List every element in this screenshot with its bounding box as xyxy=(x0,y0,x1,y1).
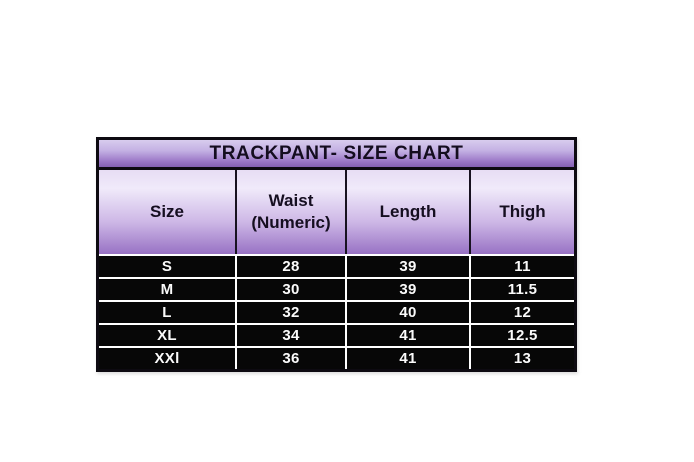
table-row: XL 34 41 12.5 xyxy=(99,323,574,346)
cell-waist: 34 xyxy=(235,325,345,346)
cell-thigh: 12 xyxy=(469,302,574,323)
header-cell-length: Length xyxy=(345,170,469,254)
cell-thigh: 13 xyxy=(469,348,574,369)
size-chart-table: TRACKPANT- SIZE CHART Size Waist (Numeri… xyxy=(96,137,577,372)
table-row: XXl 36 41 13 xyxy=(99,346,574,369)
header-cell-waist: Waist (Numeric) xyxy=(235,170,345,254)
cell-size: L xyxy=(99,302,235,323)
header-cell-thigh: Thigh xyxy=(469,170,574,254)
cell-thigh: 11.5 xyxy=(469,279,574,300)
cell-waist: 32 xyxy=(235,302,345,323)
cell-length: 39 xyxy=(345,279,469,300)
table-body: S 28 39 11 M 30 39 11.5 L 32 40 12 XL 34… xyxy=(99,254,574,369)
chart-title-bar: TRACKPANT- SIZE CHART xyxy=(99,140,574,170)
table-header-row: Size Waist (Numeric) Length Thigh xyxy=(99,170,574,254)
cell-size: S xyxy=(99,256,235,277)
cell-size: XXl xyxy=(99,348,235,369)
cell-waist: 30 xyxy=(235,279,345,300)
cell-length: 41 xyxy=(345,325,469,346)
table-row: L 32 40 12 xyxy=(99,300,574,323)
cell-length: 40 xyxy=(345,302,469,323)
cell-length: 39 xyxy=(345,256,469,277)
table-row: S 28 39 11 xyxy=(99,254,574,277)
table-row: M 30 39 11.5 xyxy=(99,277,574,300)
chart-title: TRACKPANT- SIZE CHART xyxy=(209,142,464,164)
cell-thigh: 11 xyxy=(469,256,574,277)
cell-size: XL xyxy=(99,325,235,346)
cell-waist: 36 xyxy=(235,348,345,369)
cell-waist: 28 xyxy=(235,256,345,277)
cell-thigh: 12.5 xyxy=(469,325,574,346)
cell-length: 41 xyxy=(345,348,469,369)
cell-size: M xyxy=(99,279,235,300)
header-cell-size: Size xyxy=(99,170,235,254)
